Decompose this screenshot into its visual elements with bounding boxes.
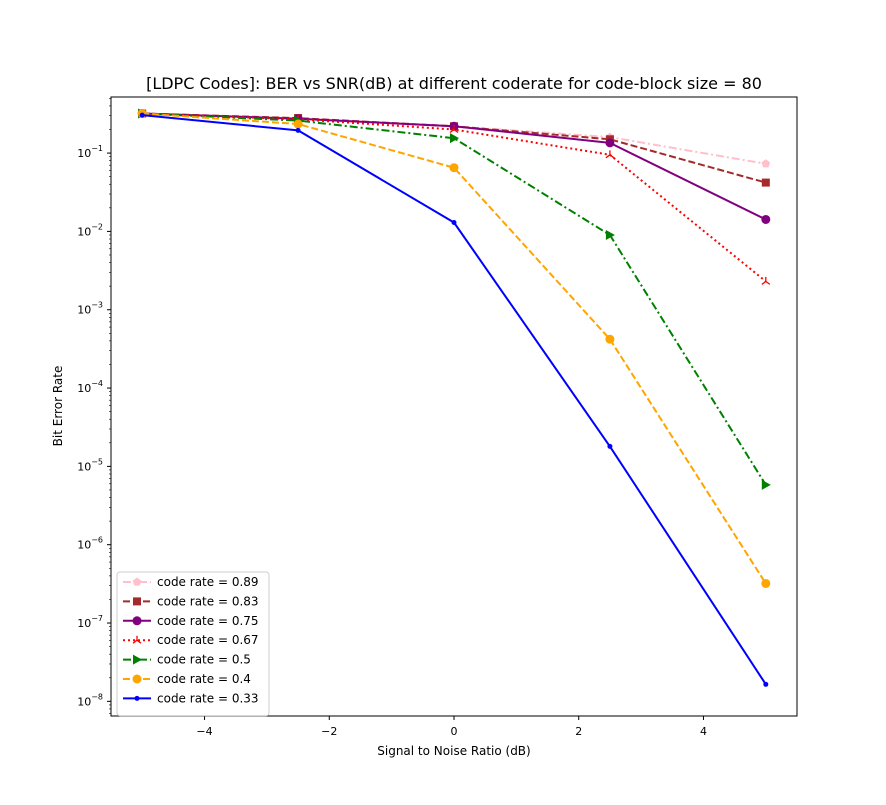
x-tick-label: −4 — [196, 725, 212, 738]
legend-box — [116, 571, 270, 717]
y-axis: 10−8 10−7 10−6 10−5 10−4 10−3 10−2 10−1 — [77, 98, 111, 714]
legend-entry: code rate = 0.83 — [123, 594, 259, 608]
legend-entry: code rate = 0.33 — [123, 691, 259, 705]
legend-marker — [133, 597, 141, 606]
data-point — [763, 681, 769, 687]
chart-title: [LDPC Codes]: BER vs SNR(dB) at differen… — [146, 74, 762, 93]
series-6 — [137, 109, 771, 588]
x-tick-label: 0 — [451, 725, 458, 738]
x-axis: −4 −2 0 2 4 — [196, 716, 707, 738]
data-point — [605, 229, 615, 240]
legend-label: code rate = 0.67 — [157, 633, 259, 647]
data-point — [605, 334, 615, 344]
x-tick-label: 2 — [575, 725, 582, 738]
y-axis-label: Bit Error Rate — [51, 366, 65, 447]
data-point — [449, 125, 459, 134]
series-line — [142, 112, 767, 585]
y-tick-label: 10−1 — [77, 144, 103, 160]
data-point — [139, 112, 145, 118]
data-point — [293, 119, 303, 129]
series-4 — [137, 109, 771, 285]
legend-entry: code rate = 0.4 — [123, 672, 251, 686]
data-point — [449, 163, 459, 173]
legend-label: code rate = 0.33 — [157, 691, 259, 705]
data-point — [450, 133, 459, 144]
legend-marker — [132, 635, 142, 644]
legend-label: code rate = 0.89 — [157, 575, 259, 589]
data-point — [761, 479, 771, 490]
series-layer — [137, 108, 771, 687]
legend-marker — [132, 674, 142, 684]
y-tick-label: 10−7 — [77, 614, 103, 630]
y-tick-label: 10−6 — [77, 536, 103, 552]
y-tick-label: 10−5 — [77, 457, 103, 473]
y-tick-label: 10−3 — [77, 301, 103, 317]
legend-marker — [132, 577, 142, 586]
data-point — [761, 159, 771, 168]
data-point — [761, 578, 771, 588]
legend-label: code rate = 0.83 — [157, 594, 259, 608]
legend-marker — [133, 654, 142, 665]
legend-marker — [132, 616, 142, 626]
series-line — [142, 112, 767, 486]
legend-label: code rate = 0.4 — [157, 672, 251, 686]
legend-label: code rate = 0.5 — [157, 653, 251, 667]
series-7 — [139, 112, 769, 687]
x-axis-label: Signal to Noise Ratio (dB) — [377, 744, 530, 758]
data-point — [605, 150, 615, 159]
data-point — [761, 178, 770, 187]
y-tick-label: 10−2 — [77, 222, 103, 238]
x-tick-label: −2 — [321, 725, 337, 738]
legend-entry: code rate = 0.5 — [123, 653, 251, 667]
data-point — [761, 214, 771, 224]
legend: code rate = 0.89 code rate = 0.83 code rat… — [116, 571, 270, 717]
legend-entry: code rate = 0.75 — [123, 614, 259, 628]
data-point — [761, 276, 771, 285]
data-point — [451, 219, 457, 225]
data-point — [607, 443, 613, 449]
legend-label: code rate = 0.75 — [157, 614, 259, 628]
x-tick-label: 4 — [700, 725, 707, 738]
legend-marker — [134, 695, 140, 701]
legend-entry: code rate = 0.67 — [123, 633, 259, 647]
legend-entry: code rate = 0.89 — [123, 575, 259, 589]
y-tick-label: 10−8 — [77, 692, 103, 708]
y-tick-label: 10−4 — [77, 379, 103, 395]
data-point — [605, 138, 615, 148]
data-point — [295, 127, 301, 133]
